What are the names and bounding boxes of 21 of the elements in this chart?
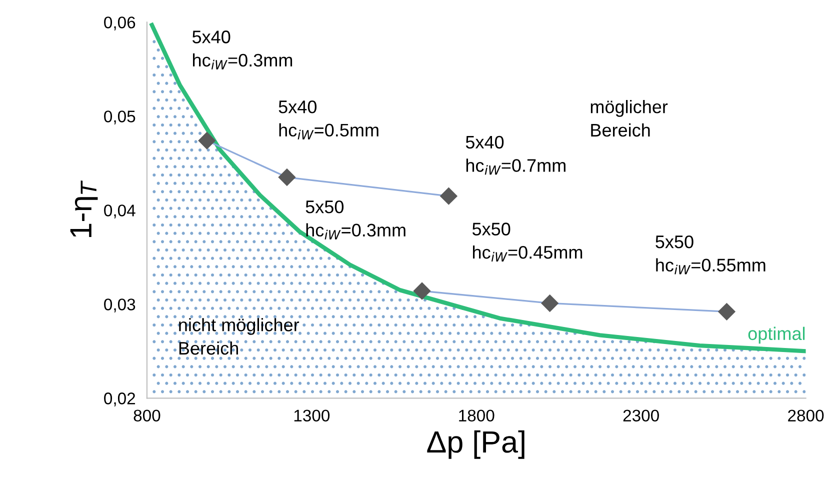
- x-axis-title: Δp [Pa]: [427, 430, 524, 459]
- annotation: 5x50 hc$_{iW}$=0.3mm: [306, 200, 406, 240]
- annotation: 5x40 hc$_{iW}$=0.3mm: [192, 30, 292, 70]
- annotation: 5x40 hc$_{iW}$=0.5mm: [278, 100, 378, 140]
- y-tick-label: 0,02: [104, 392, 136, 406]
- x-tick-label: 2800: [788, 410, 824, 422]
- y-tick-label: 0,03: [104, 298, 136, 312]
- x-tick-label: 2300: [623, 410, 659, 422]
- annotation: 5x50 hc$_{iW}$=0.45mm: [472, 222, 582, 262]
- x-tick-label: 800: [134, 410, 160, 422]
- annotation: nicht möglicher Bereich: [179, 318, 300, 355]
- series-label: optimal: [748, 326, 805, 344]
- x-tick-label: 1300: [294, 410, 330, 422]
- y-tick-label: 0,06: [104, 16, 136, 30]
- annotation: 5x50 hc$_{iW}$=0.55mm: [656, 235, 766, 274]
- annotation: möglicher Bereich: [590, 100, 668, 137]
- annotation: 5x40 hc$_{iW}$=0.7mm: [466, 136, 566, 175]
- y-tick-label: 0,04: [104, 204, 136, 218]
- y-tick-label: 0,05: [104, 110, 136, 124]
- x-tick-label: 1800: [459, 410, 494, 422]
- y-axis-title: 1-η$_{T}$: [70, 180, 98, 238]
